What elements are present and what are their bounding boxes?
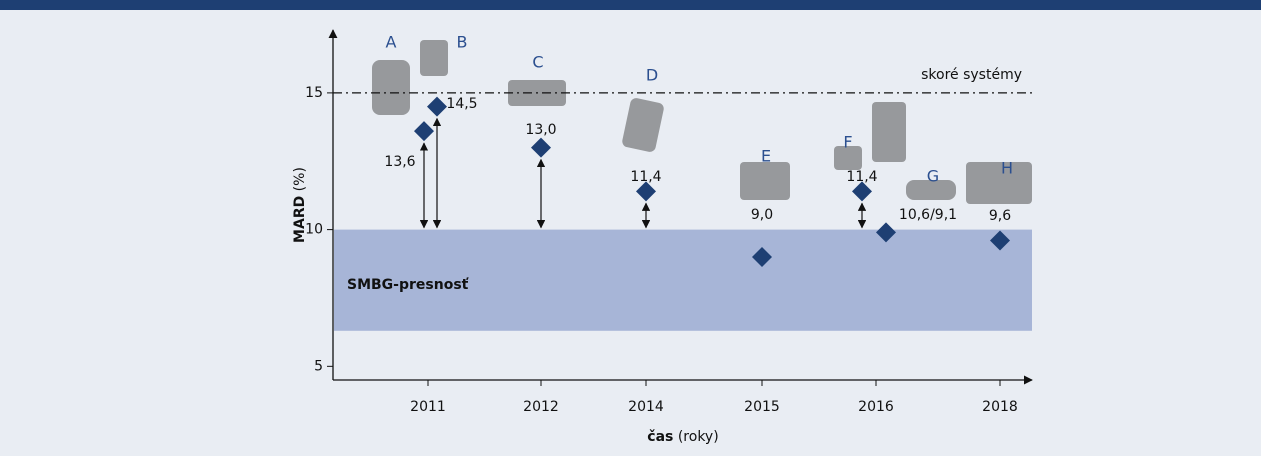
value-label: 13,6 — [384, 154, 415, 170]
point-name: E — [761, 147, 771, 166]
point-name: B — [457, 33, 468, 52]
data-point — [414, 121, 434, 141]
y-tick-label: 10 — [305, 222, 323, 238]
data-point — [531, 138, 551, 158]
value-label: 13,0 — [525, 122, 556, 138]
point-name: F — [843, 133, 852, 152]
x-tick-label: 2011 — [410, 399, 446, 415]
point-name: D — [646, 66, 658, 85]
band-label: SMBG-presnosť — [347, 277, 470, 293]
point-annotation: 10,6/9,1 — [899, 207, 957, 223]
x-label-bold: čas — [647, 429, 673, 445]
x-tick-label: 2015 — [744, 399, 780, 415]
x-tick-label: 2016 — [858, 399, 894, 415]
point-name: G — [927, 167, 939, 186]
value-label: 11,4 — [630, 169, 661, 185]
y-label-unit: (%) — [292, 167, 308, 191]
y-tick-label: 15 — [305, 85, 323, 101]
x-tick-label: 2012 — [523, 399, 559, 415]
reference-label: skoré systémy — [921, 67, 1022, 83]
value-label: 9,0 — [751, 207, 773, 223]
x-tick-label: 2014 — [628, 399, 664, 415]
chart: MARD (%) čas (roky) SMBG-presnosťskoré s… — [0, 0, 1261, 456]
top-bar — [0, 0, 1261, 10]
data-point — [427, 97, 447, 117]
x-axis-label: čas (roky) — [647, 429, 718, 445]
x-tick-label: 2018 — [982, 399, 1018, 415]
point-name: C — [532, 53, 543, 72]
point-name: H — [1001, 159, 1013, 178]
value-label: 11,4 — [846, 169, 877, 185]
x-label-unit: (roky) — [678, 429, 719, 445]
point-name: A — [386, 33, 397, 52]
y-tick-label: 5 — [314, 358, 323, 374]
value-label: 9,6 — [989, 208, 1011, 224]
value-label: 14,5 — [446, 96, 477, 112]
